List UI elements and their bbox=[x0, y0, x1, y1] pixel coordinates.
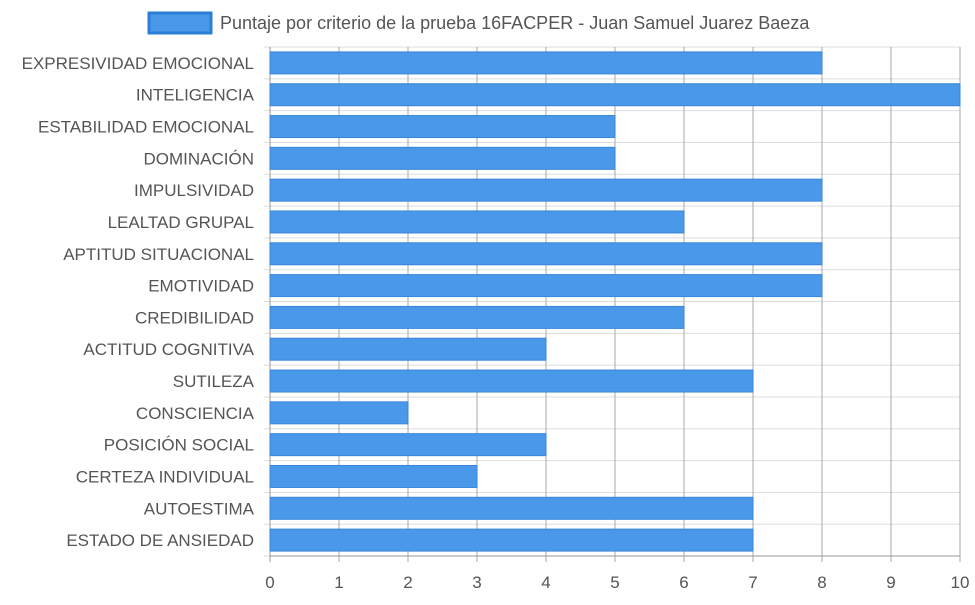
legend[interactable]: Puntaje por criterio de la prueba 16FACP… bbox=[147, 11, 810, 35]
category-label: DOMINACIÓN bbox=[144, 149, 255, 168]
x-tick-label: 3 bbox=[472, 573, 481, 592]
bar[interactable] bbox=[269, 210, 685, 234]
bar[interactable] bbox=[269, 115, 616, 139]
legend-label[interactable]: Puntaje por criterio de la prueba 16FACP… bbox=[220, 13, 810, 33]
category-label: CERTEZA INDIVIDUAL bbox=[76, 467, 254, 486]
category-label: CONSCIENCIA bbox=[136, 404, 255, 423]
bars bbox=[269, 51, 961, 552]
x-tick-label: 9 bbox=[886, 573, 895, 592]
x-tick-label: 8 bbox=[817, 573, 826, 592]
category-label: INTELIGENCIA bbox=[136, 86, 255, 105]
legend-swatch[interactable] bbox=[147, 11, 213, 35]
category-label: IMPULSIVIDAD bbox=[134, 181, 254, 200]
bar[interactable] bbox=[269, 83, 961, 107]
bar[interactable] bbox=[269, 401, 409, 425]
x-tick-label: 6 bbox=[679, 573, 688, 592]
category-label: SUTILEZA bbox=[173, 372, 255, 391]
category-label: LEALTAD GRUPAL bbox=[108, 213, 254, 232]
x-tick-label: 0 bbox=[265, 573, 274, 592]
y-axis-labels: EXPRESIVIDAD EMOCIONAL INTELIGENCIA ESTABI… bbox=[22, 54, 255, 550]
bar[interactable] bbox=[269, 433, 547, 457]
category-label: ESTADO DE ANSIEDAD bbox=[66, 531, 254, 550]
bar[interactable] bbox=[269, 528, 754, 552]
x-tick-label: 4 bbox=[541, 573, 550, 592]
x-tick-label: 5 bbox=[610, 573, 619, 592]
category-label: ACTITUD COGNITIVA bbox=[83, 340, 254, 359]
bar[interactable] bbox=[269, 369, 754, 393]
bar[interactable] bbox=[269, 496, 754, 520]
bar[interactable] bbox=[269, 337, 547, 361]
bar[interactable] bbox=[269, 274, 823, 298]
category-label: EMOTIVIDAD bbox=[148, 277, 254, 296]
bar[interactable] bbox=[269, 242, 823, 266]
x-tick-label: 1 bbox=[334, 573, 343, 592]
category-label: AUTOESTIMA bbox=[144, 499, 255, 518]
category-label: ESTABILIDAD EMOCIONAL bbox=[38, 118, 254, 137]
bar[interactable] bbox=[269, 178, 823, 202]
bar[interactable] bbox=[269, 146, 616, 170]
x-axis-labels: 0 1 2 3 4 5 6 7 8 9 10 bbox=[265, 573, 969, 592]
category-label: APTITUD SITUACIONAL bbox=[63, 245, 254, 264]
x-tick-label: 2 bbox=[403, 573, 412, 592]
category-label: POSICIÓN SOCIAL bbox=[104, 436, 254, 455]
x-tick-label: 10 bbox=[951, 573, 970, 592]
x-tick-label: 7 bbox=[748, 573, 757, 592]
category-label: CREDIBILIDAD bbox=[135, 308, 254, 327]
category-label: EXPRESIVIDAD EMOCIONAL bbox=[22, 54, 254, 73]
bar[interactable] bbox=[269, 51, 823, 75]
bar[interactable] bbox=[269, 464, 478, 488]
gridlines bbox=[264, 46, 961, 562]
bar[interactable] bbox=[269, 305, 685, 329]
